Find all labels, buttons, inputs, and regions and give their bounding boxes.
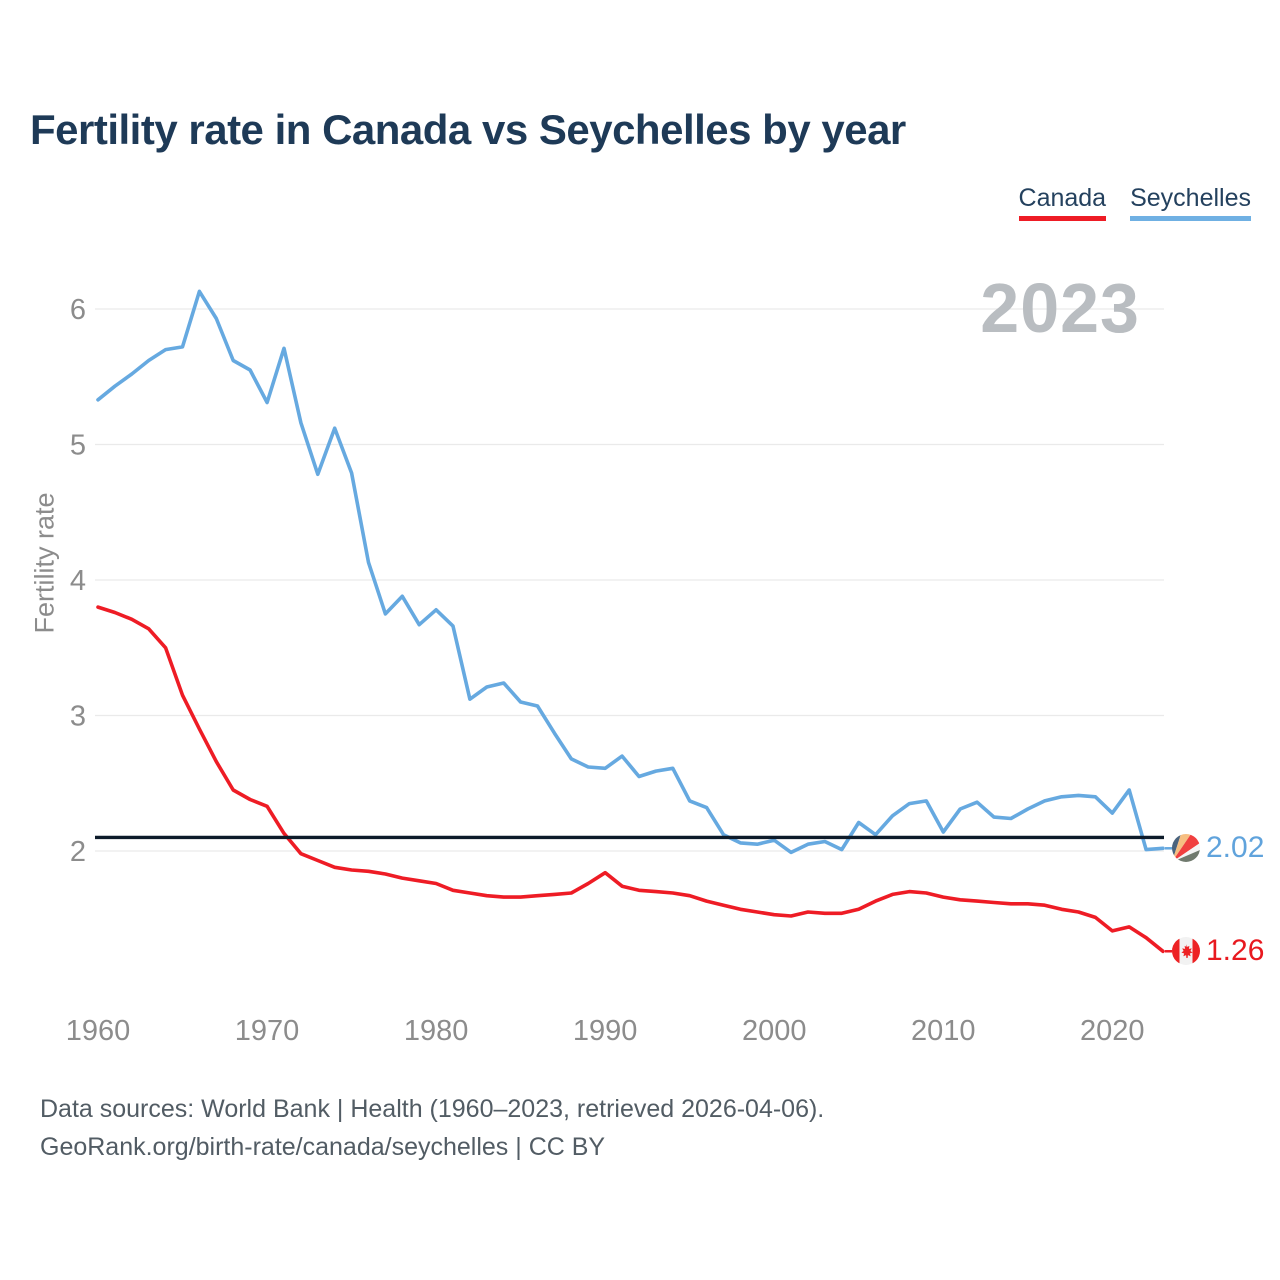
y-tick-label: 3	[70, 701, 86, 733]
chart-footer: Data sources: World Bank | Health (1960–…	[40, 1090, 824, 1166]
x-tick-label: 1970	[235, 1015, 300, 1047]
y-tick-label: 2	[70, 836, 86, 868]
canada-flag-icon	[1172, 937, 1200, 965]
x-tick-label: 2020	[1080, 1015, 1145, 1047]
x-tick-label: 1990	[573, 1015, 638, 1047]
x-tick-label: 1980	[404, 1015, 469, 1047]
canada-line	[96, 605, 1165, 954]
seychelles-end-value: 2.02	[1206, 831, 1265, 864]
maple-leaf-icon	[1181, 944, 1193, 958]
data-source-line: Data sources: World Bank | Health (1960–…	[40, 1095, 825, 1123]
x-tick-label: 1960	[66, 1015, 131, 1047]
x-tick-label: 2000	[742, 1015, 807, 1047]
x-tick-label: 2010	[911, 1015, 976, 1047]
seychelles-flag-icon	[1172, 834, 1200, 862]
seychelles-line	[96, 289, 1165, 855]
y-tick-label: 4	[70, 565, 86, 597]
canada-end-value: 1.26	[1206, 934, 1265, 967]
legend: Canada Seychelles	[1018, 184, 1251, 221]
year-watermark: 2023	[980, 269, 1140, 347]
y-tick-label: 6	[70, 294, 86, 326]
attribution-line: GeoRank.org/birth-rate/canada/seychelles…	[40, 1133, 606, 1161]
legend-item-seychelles[interactable]: Seychelles	[1130, 184, 1251, 221]
y-axis-label: Fertility rate	[29, 492, 60, 634]
page-title: Fertility rate in Canada vs Seychelles b…	[30, 106, 906, 153]
legend-item-canada[interactable]: Canada	[1018, 184, 1107, 221]
y-tick-label: 5	[70, 430, 86, 462]
